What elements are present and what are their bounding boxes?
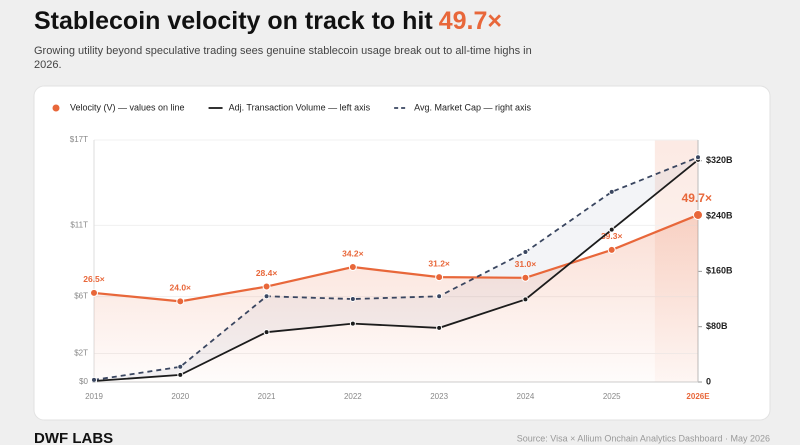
y-tick-label: $6T	[74, 292, 88, 301]
subtitle-box: Growing utility beyond speculative tradi…	[34, 45, 532, 71]
x-tick-label: 2019	[85, 392, 103, 401]
series-line	[93, 213, 699, 303]
point	[177, 363, 184, 370]
legend-label: Velocity (V) — values on line	[70, 102, 185, 112]
point	[177, 371, 184, 378]
plot: $0 $2T $6T $11T $17T 0 $80B $160B $240B $320B 2019…	[52, 102, 733, 401]
point	[263, 329, 270, 336]
point	[436, 324, 443, 331]
data-label: 31.0×	[515, 259, 537, 269]
legend-label: Avg. Market Cap — right axis	[414, 102, 531, 112]
data-label: 31.2×	[428, 258, 450, 268]
point	[262, 282, 271, 291]
title-text: Stablecoin velocity on track to hit	[34, 7, 433, 35]
point	[349, 320, 356, 327]
y2-tick-label: $240B	[706, 210, 733, 220]
point	[90, 288, 98, 297]
point	[607, 245, 616, 254]
data-label: 24.0×	[170, 283, 192, 293]
y-tick-label: $2T	[74, 349, 88, 358]
point	[521, 273, 530, 282]
data-label: 39.3×	[601, 231, 623, 241]
point	[348, 263, 357, 272]
point	[522, 249, 529, 256]
x-tick-label: 2026E	[686, 392, 710, 401]
point	[608, 226, 615, 233]
series-line	[93, 156, 699, 381]
series-line	[93, 159, 699, 382]
y2-tick-label: $320B	[706, 155, 733, 165]
y2-tick-label: $160B	[706, 266, 733, 276]
point	[693, 209, 703, 220]
legend-swatch	[52, 104, 60, 112]
point	[349, 296, 356, 303]
logo: DWF LABS	[34, 430, 113, 445]
x-tick-label: 2024	[517, 392, 535, 401]
data-label: 26.5×	[83, 274, 105, 284]
y2-tick-label: $80B	[706, 321, 728, 331]
y-tick-label: $0	[79, 377, 88, 386]
x-tick-label: 2020	[171, 392, 189, 401]
x-tick-label: 2022	[344, 392, 362, 401]
point	[435, 273, 444, 282]
data-label: 28.4×	[256, 268, 278, 278]
point	[522, 296, 529, 303]
y2-tick-label: 0	[706, 376, 711, 386]
legend-label: Adj. Transaction Volume — left axis	[229, 102, 371, 112]
point	[436, 293, 443, 300]
data-label: 34.2×	[342, 248, 364, 258]
subtitle: Growing utility beyond speculative tradi…	[34, 45, 532, 71]
y-tick-label: $17T	[70, 135, 88, 144]
source: Source: Visa × Allium Onchain Analytics …	[517, 433, 770, 443]
y-tick-label: $11T	[70, 221, 88, 230]
x-tick-label: 2021	[258, 392, 276, 401]
chart-title: Stablecoin velocity on track to hit 49.7×	[34, 7, 502, 35]
point	[608, 188, 615, 195]
point	[263, 293, 270, 300]
data-label: 49.7×	[682, 191, 712, 205]
x-tick-label: 2023	[430, 392, 448, 401]
title-highlight: 49.7×	[439, 7, 502, 35]
point	[91, 376, 97, 383]
point	[695, 154, 701, 161]
point	[176, 297, 185, 306]
x-tick-label: 2025	[603, 392, 621, 401]
